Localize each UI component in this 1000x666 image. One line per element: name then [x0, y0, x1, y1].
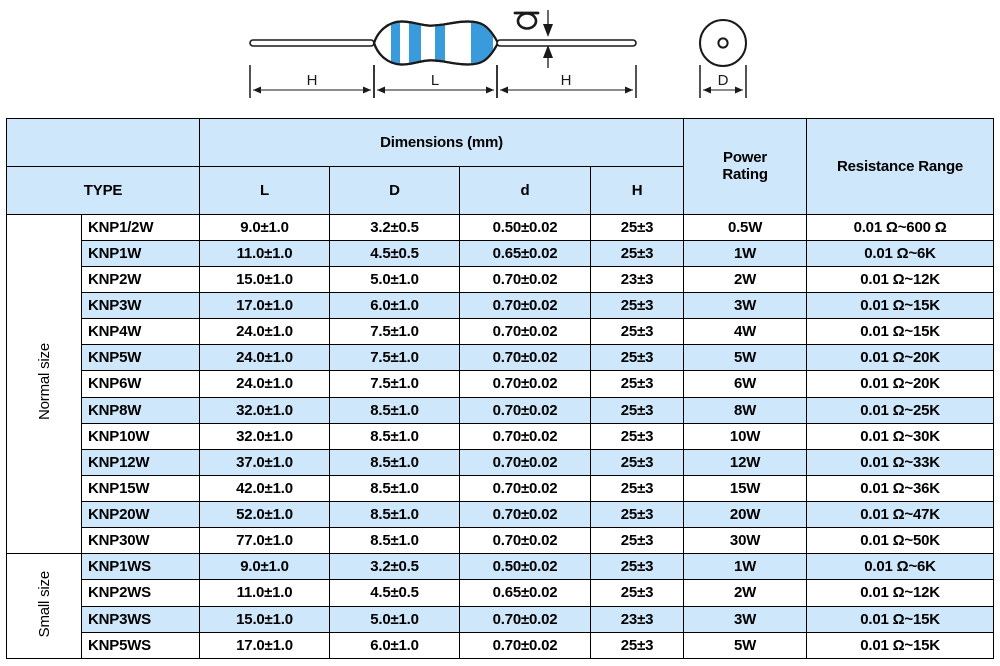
svg-text:H: H — [561, 72, 572, 89]
svg-text:L: L — [431, 72, 439, 89]
svg-text:D: D — [718, 72, 729, 89]
svg-text:H: H — [307, 72, 318, 89]
